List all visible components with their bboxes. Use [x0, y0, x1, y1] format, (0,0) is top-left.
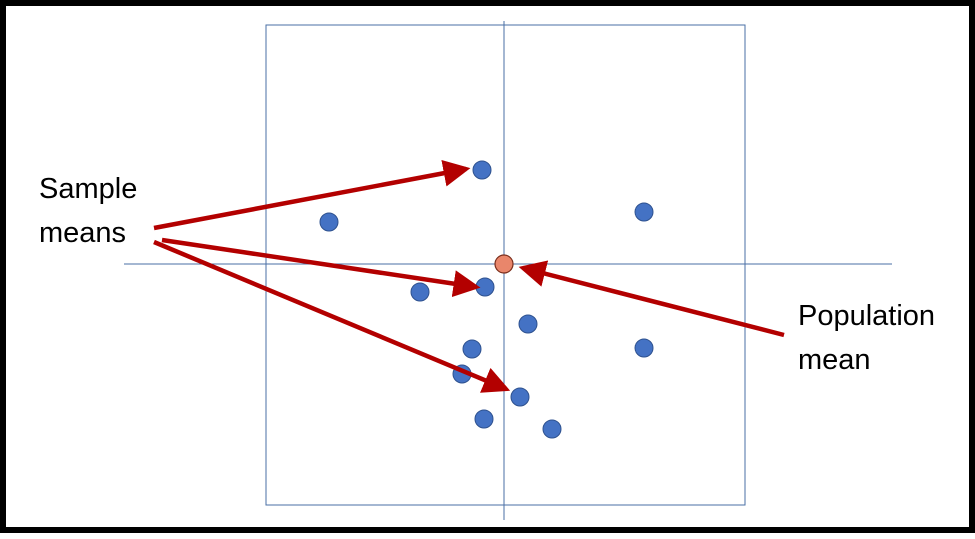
- sample-point: [634, 338, 654, 358]
- sample-point: [462, 339, 482, 359]
- population-mean-point: [494, 254, 514, 274]
- population-arrow: [518, 260, 785, 338]
- sample-point: [474, 409, 494, 429]
- sample-point: [542, 419, 562, 439]
- sample-point: [475, 277, 495, 297]
- plot-box: [265, 24, 746, 506]
- sample-arrow-bottom: [153, 239, 511, 393]
- population-mean-label: Population mean: [798, 300, 936, 376]
- sample-point: [472, 160, 492, 180]
- sample-arrow-top: [153, 159, 471, 231]
- sample-point: [518, 314, 538, 334]
- sample-point: [510, 387, 530, 407]
- diagram-canvas: [124, 21, 892, 520]
- sample-point: [634, 202, 654, 222]
- sample-point: [410, 282, 430, 302]
- sample-arrow-middle: [161, 237, 481, 298]
- sample-means-label: Sample means: [39, 173, 138, 249]
- sample-points: [319, 160, 654, 439]
- sample-point: [319, 212, 339, 232]
